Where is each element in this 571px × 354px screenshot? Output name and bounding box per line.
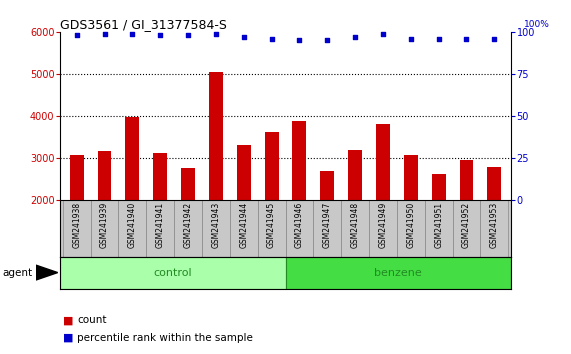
- Text: ■: ■: [63, 333, 73, 343]
- Text: GSM241948: GSM241948: [351, 202, 360, 248]
- Bar: [153, 153, 167, 200]
- Bar: [264, 132, 279, 200]
- Bar: [320, 171, 334, 200]
- Bar: [70, 155, 83, 200]
- Bar: [146, 200, 174, 257]
- Bar: [174, 200, 202, 257]
- Bar: [480, 200, 508, 257]
- Text: 100%: 100%: [524, 20, 550, 29]
- Text: GSM241942: GSM241942: [183, 202, 192, 248]
- Text: GDS3561 / GI_31377584-S: GDS3561 / GI_31377584-S: [60, 18, 227, 31]
- Bar: [118, 200, 146, 257]
- Point: [295, 38, 304, 43]
- Text: count: count: [77, 315, 107, 325]
- Text: GSM241953: GSM241953: [490, 202, 499, 248]
- Text: benzene: benzene: [375, 268, 422, 278]
- Bar: [369, 200, 397, 257]
- Bar: [258, 200, 286, 257]
- Point: [100, 31, 109, 36]
- Point: [72, 33, 81, 38]
- Bar: [341, 200, 369, 257]
- Bar: [91, 200, 118, 257]
- Point: [323, 38, 332, 43]
- Text: GSM241938: GSM241938: [72, 202, 81, 248]
- Text: GSM241941: GSM241941: [156, 202, 164, 248]
- Bar: [286, 200, 313, 257]
- Text: GSM241943: GSM241943: [211, 202, 220, 248]
- Bar: [488, 167, 501, 200]
- Bar: [292, 121, 307, 200]
- Text: percentile rank within the sample: percentile rank within the sample: [77, 333, 253, 343]
- Bar: [425, 200, 453, 257]
- Text: GSM241950: GSM241950: [407, 202, 415, 248]
- Bar: [63, 200, 91, 257]
- Text: GSM241945: GSM241945: [267, 202, 276, 248]
- Text: GSM241944: GSM241944: [239, 202, 248, 248]
- Bar: [126, 117, 139, 200]
- Point: [239, 34, 248, 40]
- Bar: [237, 145, 251, 200]
- Text: GSM241939: GSM241939: [100, 202, 109, 248]
- Point: [156, 33, 165, 38]
- Text: GSM241946: GSM241946: [295, 202, 304, 248]
- Point: [379, 31, 388, 36]
- Point: [351, 34, 360, 40]
- Text: GSM241940: GSM241940: [128, 202, 137, 248]
- Bar: [348, 150, 362, 200]
- Bar: [286, 257, 511, 289]
- Bar: [404, 155, 418, 200]
- Point: [406, 36, 415, 41]
- Text: GSM241951: GSM241951: [434, 202, 443, 248]
- Text: agent: agent: [3, 268, 33, 278]
- Bar: [181, 168, 195, 200]
- Text: GSM241949: GSM241949: [379, 202, 388, 248]
- Bar: [209, 72, 223, 200]
- Text: GSM241952: GSM241952: [462, 202, 471, 248]
- Point: [267, 36, 276, 41]
- Bar: [453, 200, 480, 257]
- Text: control: control: [154, 268, 192, 278]
- Text: GSM241947: GSM241947: [323, 202, 332, 248]
- Bar: [432, 175, 445, 200]
- Bar: [376, 124, 390, 200]
- Point: [434, 36, 443, 41]
- Bar: [230, 200, 258, 257]
- Point: [490, 36, 499, 41]
- Point: [183, 33, 192, 38]
- Bar: [202, 200, 230, 257]
- Polygon shape: [36, 265, 58, 280]
- Bar: [98, 151, 111, 200]
- Bar: [460, 160, 473, 200]
- Bar: [60, 257, 286, 289]
- Bar: [397, 200, 425, 257]
- Text: ■: ■: [63, 315, 73, 325]
- Bar: [313, 200, 341, 257]
- Point: [462, 36, 471, 41]
- Point: [128, 31, 137, 36]
- Point: [211, 31, 220, 36]
